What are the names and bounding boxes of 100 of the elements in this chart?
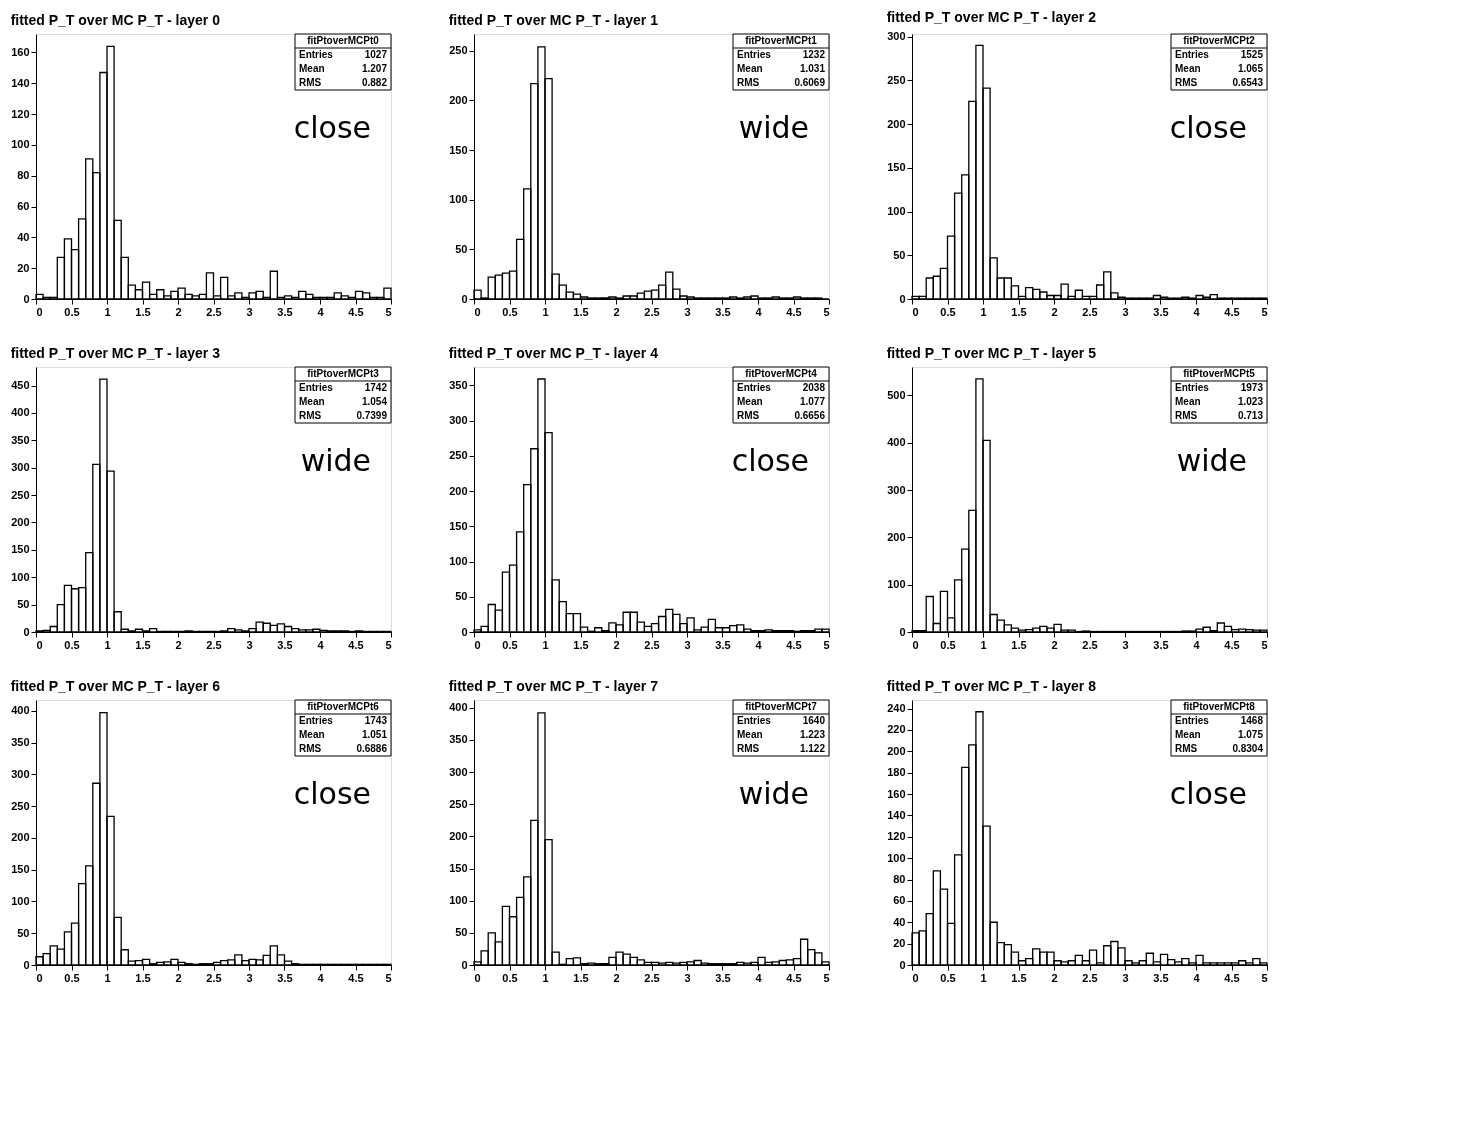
- annotation: RMS: [299, 743, 322, 754]
- x-tick-label: 5: [1261, 971, 1268, 984]
- annotation: 1.051: [361, 729, 388, 740]
- x-tick-label: 0: [912, 971, 919, 984]
- x-tick-label: 3.5: [1153, 971, 1169, 984]
- x-tick-label: 0.5: [64, 305, 80, 318]
- x-tick-label: 1.5: [1011, 971, 1027, 984]
- x-tick-label: 1.5: [135, 305, 151, 318]
- y-tick-label: 300: [449, 414, 468, 427]
- x-tick-label: 0.5: [502, 971, 518, 984]
- x-tick-label: 4.5: [786, 305, 802, 318]
- x-tick-label: 3.5: [277, 638, 293, 651]
- x-tick-label: 5: [1261, 638, 1268, 651]
- x-tick-label: 1.5: [135, 638, 151, 651]
- x-tick-label: 0: [36, 638, 43, 651]
- y-tick-label: 200: [11, 831, 30, 844]
- x-tick-label: 3: [1122, 305, 1129, 318]
- x-tick-label: 5: [385, 638, 392, 651]
- annotation: wide: [1176, 443, 1247, 479]
- chart-title: fitted P_T over MC P_T - layer 6: [10, 677, 221, 694]
- annotation: 0.6886: [356, 743, 388, 754]
- x-tick-label: 5: [1261, 305, 1268, 318]
- annotation: 1973: [1240, 382, 1264, 393]
- x-tick-label: 4: [1193, 305, 1201, 318]
- x-tick-label: 2: [613, 971, 620, 984]
- annotation: RMS: [1175, 743, 1198, 754]
- x-tick-label: 2.5: [1082, 638, 1098, 651]
- annotation: Entries: [737, 49, 772, 60]
- chart-title: fitted P_T over MC P_T - layer 4: [448, 344, 659, 361]
- y-tick-label: 250: [449, 44, 468, 57]
- x-tick-label: 1: [980, 638, 987, 651]
- annotation: 0.8304: [1232, 743, 1264, 754]
- annotation: RMS: [299, 410, 322, 421]
- x-tick-label: 3: [246, 305, 253, 318]
- y-tick-label: 0: [899, 625, 906, 638]
- y-tick-label: 150: [449, 143, 468, 156]
- annotation: fitPtoverMCPt5: [1183, 368, 1256, 379]
- x-tick-label: 2.5: [1082, 305, 1098, 318]
- x-tick-label: 0.5: [502, 305, 518, 318]
- x-tick-label: 1: [542, 638, 549, 651]
- x-tick-label: 1: [104, 638, 111, 651]
- y-tick-label: 120: [887, 830, 906, 843]
- x-tick-label: 0.5: [940, 638, 956, 651]
- annotation: close: [1169, 776, 1247, 812]
- x-tick-label: 3.5: [277, 305, 293, 318]
- y-tick-label: 150: [449, 862, 468, 875]
- chart-title: fitted P_T over MC P_T - layer 3: [10, 344, 221, 361]
- y-tick-label: 60: [893, 894, 906, 907]
- x-tick-label: 3: [1122, 638, 1129, 651]
- y-tick-label: 400: [11, 406, 30, 419]
- annotation: Mean: [299, 729, 325, 740]
- x-tick-label: 0: [36, 305, 43, 318]
- annotation: fitPtoverMCPt6: [307, 701, 380, 712]
- y-tick-label: 40: [17, 230, 30, 243]
- annotation: 1.077: [799, 396, 826, 407]
- chart-title: fitted P_T over MC P_T - layer 0: [10, 11, 221, 28]
- y-tick-label: 200: [449, 829, 468, 842]
- y-tick-label: 0: [899, 292, 906, 305]
- annotation: 1468: [1240, 715, 1264, 726]
- annotation: wide: [738, 776, 809, 812]
- y-tick-label: 100: [11, 570, 30, 583]
- annotation: 1.075: [1237, 729, 1264, 740]
- x-tick-label: 1.5: [573, 638, 589, 651]
- x-tick-label: 1.5: [1011, 305, 1027, 318]
- annotation: 1.122: [799, 743, 826, 754]
- x-tick-label: 1: [542, 305, 549, 318]
- x-tick-label: 4.5: [348, 971, 364, 984]
- annotation: 1.207: [361, 63, 388, 74]
- x-tick-label: 4: [317, 971, 325, 984]
- y-tick-label: 80: [17, 169, 30, 182]
- y-tick-label: 0: [23, 292, 30, 305]
- annotation: RMS: [299, 77, 322, 88]
- annotation: Mean: [737, 729, 763, 740]
- x-tick-label: 2.5: [644, 971, 660, 984]
- annotation: Mean: [737, 63, 763, 74]
- x-tick-label: 0: [36, 971, 43, 984]
- annotation: fitPtoverMCPt7: [745, 701, 818, 712]
- y-tick-label: 400: [887, 436, 906, 449]
- x-tick-label: 2.5: [1082, 971, 1098, 984]
- y-tick-label: 300: [887, 483, 906, 496]
- y-tick-label: 50: [893, 248, 906, 261]
- annotation: 1640: [802, 715, 826, 726]
- x-tick-label: 3.5: [277, 971, 293, 984]
- y-tick-label: 250: [449, 449, 468, 462]
- y-tick-label: 150: [449, 519, 468, 532]
- y-tick-label: 400: [449, 701, 468, 714]
- y-tick-label: 100: [11, 894, 30, 907]
- annotation: Entries: [299, 715, 334, 726]
- y-tick-label: 100: [11, 138, 30, 151]
- y-tick-label: 160: [11, 45, 30, 58]
- x-tick-label: 3: [246, 971, 253, 984]
- y-tick-label: 50: [17, 598, 30, 611]
- x-tick-label: 4.5: [1224, 638, 1240, 651]
- annotation: 0.713: [1237, 410, 1264, 421]
- annotation: Entries: [1175, 715, 1210, 726]
- y-tick-label: 250: [449, 797, 468, 810]
- x-tick-label: 4.5: [348, 638, 364, 651]
- annotation: close: [1169, 110, 1247, 146]
- y-tick-label: 50: [17, 926, 30, 939]
- x-tick-label: 1.5: [135, 971, 151, 984]
